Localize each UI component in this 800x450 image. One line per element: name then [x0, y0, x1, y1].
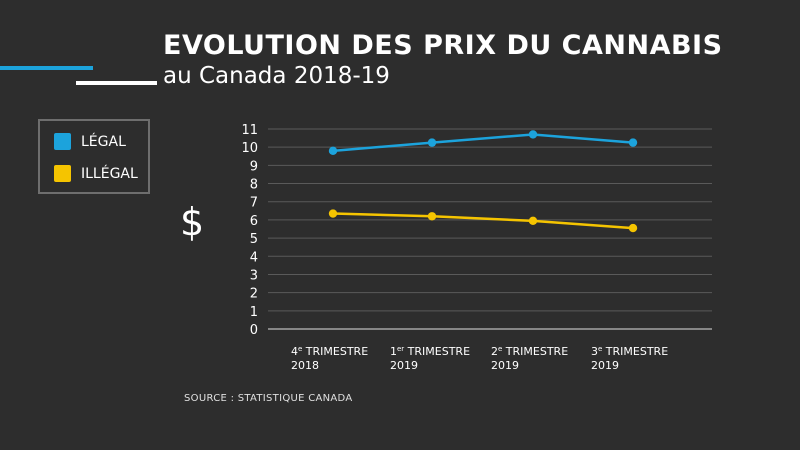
legend-swatch-legal [54, 133, 71, 150]
x-tick-label: 4e TRIMESTRE [291, 345, 368, 358]
y-tick-label: 9 [250, 159, 258, 174]
data-point-legal [427, 138, 437, 147]
data-point-legal [528, 130, 538, 139]
legend-swatch-illegal [54, 165, 71, 182]
y-tick-label: 4 [250, 250, 258, 265]
y-tick-label: 6 [250, 214, 258, 229]
y-tick-label: 7 [250, 196, 258, 211]
source-note: SOURCE : STATISTIQUE CANADA [184, 393, 353, 404]
accent-bar-white [76, 81, 157, 85]
legend-item-illegal: ILLÉGAL [54, 165, 138, 182]
x-tick-year: 2019 [591, 359, 619, 372]
x-tick-year: 2019 [390, 359, 418, 372]
y-tick-label: 3 [250, 268, 258, 283]
x-tick-label: 2e TRIMESTRE [491, 345, 568, 358]
y-tick-label: 8 [250, 178, 258, 193]
y-axis-label: $ [180, 200, 205, 244]
legend-item-legal: LÉGAL [54, 133, 126, 150]
data-point-illegal [528, 216, 538, 226]
chart-subtitle: au Canada 2018-19 [163, 63, 390, 89]
series-line-legal [332, 133, 634, 153]
data-point-illegal [628, 223, 638, 233]
legend-label-illegal: ILLÉGAL [81, 165, 138, 182]
chart-title: EVOLUTION DES PRIX DU CANNABIS [163, 30, 723, 61]
x-tick-year: 2019 [491, 359, 519, 372]
y-tick-label: 5 [250, 232, 258, 247]
series-line-illegal [332, 212, 634, 230]
legend-label-legal: LÉGAL [81, 133, 126, 150]
y-tick-label: 0 [250, 323, 258, 338]
x-tick-year: 2018 [291, 359, 319, 372]
data-point-legal [328, 146, 338, 156]
x-tick-label: 3e TRIMESTRE [591, 345, 668, 358]
data-point-legal [628, 138, 638, 147]
y-tick-label: 11 [241, 123, 258, 138]
accent-bar-blue [0, 66, 93, 70]
data-point-illegal [328, 209, 338, 218]
y-tick-label: 1 [250, 305, 258, 320]
y-tick-label: 2 [250, 287, 258, 302]
legend: LÉGAL ILLÉGAL [38, 119, 150, 194]
x-tick-label: 1er TRIMESTRE [390, 345, 470, 358]
y-tick-label: 10 [241, 141, 258, 156]
data-point-illegal [427, 212, 437, 221]
